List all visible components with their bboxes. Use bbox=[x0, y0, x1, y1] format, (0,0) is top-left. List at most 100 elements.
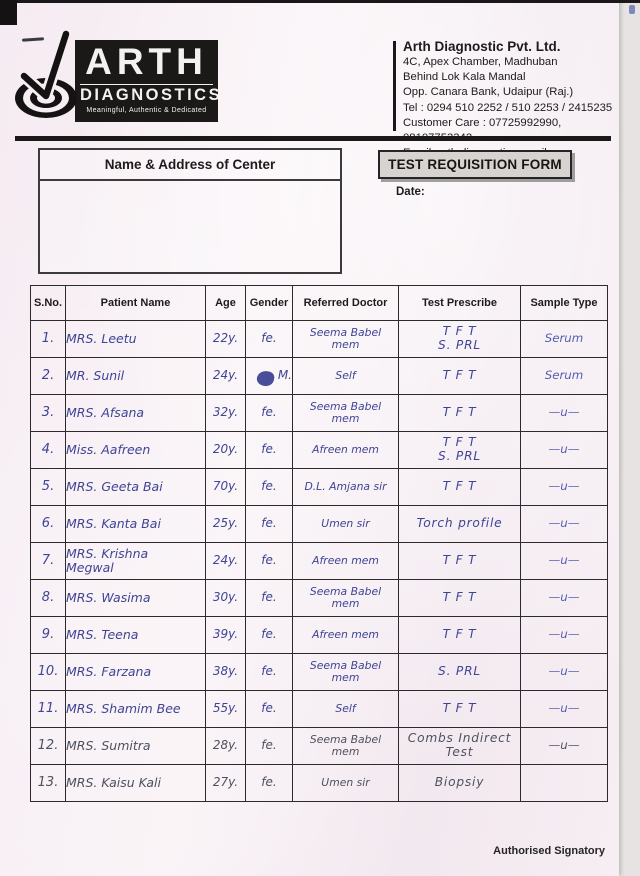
cell-gender: fe. bbox=[245, 431, 293, 469]
header-sno: S.No. bbox=[30, 285, 66, 321]
cell-age: 20y. bbox=[205, 431, 246, 469]
cell-sno: 3. bbox=[30, 394, 66, 432]
cell-age: 25y. bbox=[205, 505, 246, 543]
cell-sno: 5. bbox=[30, 468, 66, 506]
cell-test-prescribe: T F T bbox=[398, 357, 521, 395]
cell-sno: 8. bbox=[30, 579, 66, 617]
cell-sample-type: —u— bbox=[520, 727, 608, 765]
company-info-block: Arth Diagnostic Pvt. Ltd. 4C, Apex Chamb… bbox=[403, 38, 613, 161]
cell-age: 27y. bbox=[205, 764, 246, 802]
cell-age: 38y. bbox=[205, 653, 246, 691]
header-rule bbox=[15, 136, 611, 141]
cell-gender: fe. bbox=[245, 468, 293, 506]
cell-referred-doctor: Seema Babel mem bbox=[292, 653, 399, 691]
cell-patient-name: MRS. Farzana bbox=[65, 653, 206, 691]
cell-age: 24y. bbox=[205, 542, 246, 580]
table-row: 10. MRS. Farzana 38y. fe. Seema Babel me… bbox=[30, 653, 608, 691]
cell-sno: 2. bbox=[30, 357, 66, 395]
cell-test-prescribe: Torch profile bbox=[398, 505, 521, 543]
cell-patient-name: MRS. Kanta Bai bbox=[65, 505, 206, 543]
cell-patient-name: MRS. Teena bbox=[65, 616, 206, 654]
cell-referred-doctor: Self bbox=[292, 357, 399, 395]
cell-sno: 12. bbox=[30, 727, 66, 765]
logo-subtitle: DIAGNOSTICS bbox=[80, 84, 223, 104]
cell-referred-doctor: Afreen mem bbox=[292, 431, 399, 469]
company-address-line: 4C, Apex Chamber, Madhuban bbox=[403, 56, 558, 68]
cell-patient-name: MRS. Shamim Bee bbox=[65, 690, 206, 728]
table-row: 1. MRS. Leetu 22y. fe. Seema Babel mem T… bbox=[30, 320, 608, 358]
cell-sample-type: —u— bbox=[520, 616, 608, 654]
company-address-line: Opp. Canara Bank, Udaipur (Raj.) bbox=[403, 86, 574, 99]
cell-test-prescribe: T F T S. PRL bbox=[398, 431, 521, 469]
cell-sample-type: —u— bbox=[520, 542, 608, 580]
header-sample-type: Sample Type bbox=[520, 285, 608, 321]
cell-patient-name: MR. Sunil bbox=[65, 357, 206, 395]
cell-referred-doctor: Afreen mem bbox=[292, 542, 399, 580]
cell-gender: fe. bbox=[245, 690, 293, 728]
center-box-title: Name & Address of Center bbox=[40, 150, 340, 181]
cell-age: 22y. bbox=[205, 320, 246, 358]
table-row: 7. MRS. Krishna Megwal 24y. fe. Afreen m… bbox=[30, 542, 608, 580]
cell-patient-name: MRS. Geeta Bai bbox=[65, 468, 206, 506]
cell-age: 39y. bbox=[205, 616, 246, 654]
cell-age: 55y. bbox=[205, 690, 246, 728]
table-row: 2. MR. Sunil 24y. M. Self T F T Serum bbox=[30, 357, 608, 395]
table-row: 3. MRS. Afsana 32y. fe. Seema Babel mem … bbox=[30, 394, 608, 432]
cell-gender: M. bbox=[245, 357, 293, 395]
cell-gender: fe. bbox=[245, 616, 293, 654]
cell-referred-doctor: Umen sir bbox=[292, 505, 399, 543]
company-customer-care: Customer Care : 07725992990, 08107753342 bbox=[403, 116, 562, 144]
cell-sno: 9. bbox=[30, 616, 66, 654]
table-header-row: S.No. Patient Name Age Gender Referred D… bbox=[30, 285, 608, 321]
cell-sample-type: —u— bbox=[520, 690, 608, 728]
authorised-signatory-label: Authorised Signatory bbox=[493, 845, 605, 857]
cell-test-prescribe: T F T bbox=[398, 468, 521, 506]
cell-test-prescribe: T F T bbox=[398, 616, 521, 654]
cell-sample-type: Serum bbox=[520, 357, 608, 395]
date-row: Date: bbox=[396, 186, 488, 198]
cell-gender: fe. bbox=[245, 394, 293, 432]
cell-patient-name: MRS. Sumitra bbox=[65, 727, 206, 765]
cell-sample-type: —u— bbox=[520, 431, 608, 469]
cell-test-prescribe: T F T bbox=[398, 394, 521, 432]
cell-sample-type: —u— bbox=[520, 468, 608, 506]
cell-sno: 13. bbox=[30, 764, 66, 802]
cell-patient-name: MRS. Wasima bbox=[65, 579, 206, 617]
company-name: Arth Diagnostic Pvt. Ltd. bbox=[403, 39, 561, 54]
center-address-box: Name & Address of Center bbox=[38, 148, 342, 274]
table-row: 6. MRS. Kanta Bai 25y. fe. Umen sir Torc… bbox=[30, 505, 608, 543]
header-referred-doctor: Referred Doctor bbox=[292, 285, 399, 321]
cell-gender: fe. bbox=[245, 764, 293, 802]
header-gender: Gender bbox=[245, 285, 293, 321]
cell-test-prescribe: Combs Indirect Test bbox=[398, 727, 521, 765]
cell-sample-type: —u— bbox=[520, 394, 608, 432]
bullseye-check-icon bbox=[15, 28, 77, 118]
cell-sample-type: —u— bbox=[520, 579, 608, 617]
cell-gender: fe. bbox=[245, 727, 293, 765]
cell-gender: fe. bbox=[245, 505, 293, 543]
cell-referred-doctor: Self bbox=[292, 690, 399, 728]
date-label: Date: bbox=[396, 186, 425, 198]
cell-patient-name: MRS. Leetu bbox=[65, 320, 206, 358]
table-row: 8. MRS. Wasima 30y. fe. Seema Babel mem … bbox=[30, 579, 608, 617]
table-row: 11. MRS. Shamim Bee 55y. fe. Self T F T … bbox=[30, 690, 608, 728]
cell-referred-doctor: Seema Babel mem bbox=[292, 394, 399, 432]
scan-top-edge bbox=[0, 0, 640, 3]
cell-sno: 1. bbox=[30, 320, 66, 358]
cell-sno: 10. bbox=[30, 653, 66, 691]
header-divider-bar bbox=[393, 41, 396, 131]
cell-gender: fe. bbox=[245, 542, 293, 580]
cell-test-prescribe: T F T S. PRL bbox=[398, 320, 521, 358]
company-phone: Tel : 0294 510 2252 / 510 2253 / 2415235 bbox=[403, 101, 613, 114]
cell-sno: 11. bbox=[30, 690, 66, 728]
company-address-line: Behind Lok Kala Mandal bbox=[403, 71, 526, 84]
cell-sample-type: Serum bbox=[520, 320, 608, 358]
logo-tagline: Meaningful, Authentic & Dedicated bbox=[86, 107, 207, 114]
cell-test-prescribe: T F T bbox=[398, 690, 521, 728]
cell-sample-type bbox=[520, 764, 608, 802]
scan-edge-mark bbox=[629, 5, 635, 14]
cell-referred-doctor: Seema Babel mem bbox=[292, 727, 399, 765]
cell-patient-name: MRS. Afsana bbox=[65, 394, 206, 432]
cell-age: 70y. bbox=[205, 468, 246, 506]
